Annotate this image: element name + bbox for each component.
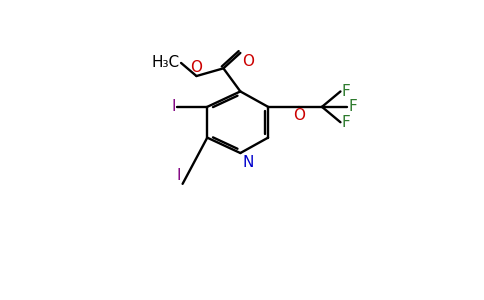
Text: F: F bbox=[342, 115, 351, 130]
Text: O: O bbox=[293, 108, 305, 123]
Text: I: I bbox=[177, 168, 181, 183]
Text: N: N bbox=[242, 154, 254, 169]
Text: F: F bbox=[348, 99, 357, 114]
Text: O: O bbox=[191, 59, 202, 74]
Text: I: I bbox=[171, 99, 176, 114]
Text: H₃C: H₃C bbox=[151, 56, 180, 70]
Text: F: F bbox=[342, 84, 351, 99]
Text: O: O bbox=[242, 54, 254, 69]
